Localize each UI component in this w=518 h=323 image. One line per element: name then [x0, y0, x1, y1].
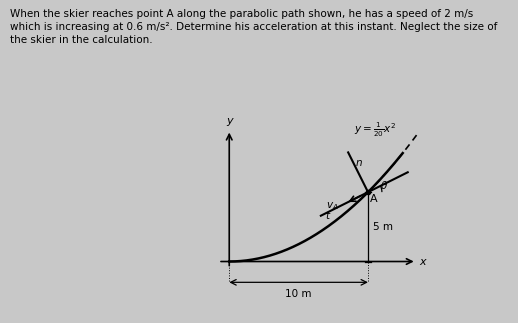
Text: $t$: $t$ — [325, 209, 331, 221]
Text: $\theta$: $\theta$ — [380, 179, 388, 191]
Text: x: x — [420, 256, 426, 266]
Text: y: y — [226, 116, 233, 126]
Text: $n$: $n$ — [355, 158, 363, 168]
Text: 10 m: 10 m — [285, 289, 312, 299]
Text: $y = \frac{1}{20}x^2$: $y = \frac{1}{20}x^2$ — [354, 120, 396, 139]
Text: When the skier reaches point A along the parabolic path shown, he has a speed of: When the skier reaches point A along the… — [10, 9, 498, 45]
Text: 5 m: 5 m — [373, 222, 393, 232]
Text: $v_A$: $v_A$ — [326, 200, 339, 212]
Text: A: A — [370, 194, 378, 204]
